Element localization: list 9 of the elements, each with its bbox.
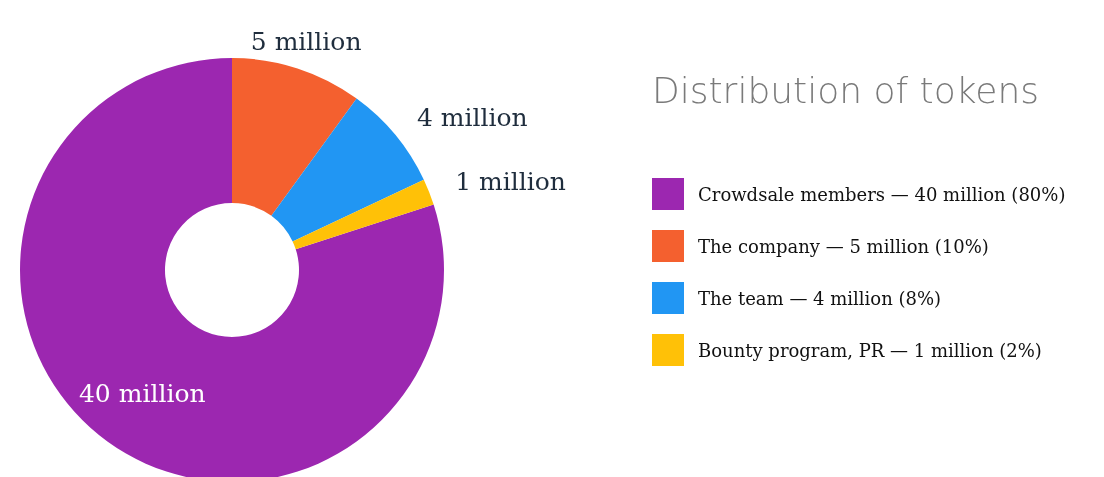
legend-label: Crowdsale members — 40 million (80%)	[698, 183, 1066, 205]
data-label: 5 million	[250, 27, 362, 57]
data-label: 40 million	[78, 378, 206, 408]
legend-label: The company — 5 million (10%)	[698, 235, 989, 257]
legend-label: The team — 4 million (8%)	[698, 287, 942, 309]
text: Distribution of tokens	[652, 70, 1040, 111]
data-label: 1 million	[455, 167, 566, 197]
legend-label: Bounty program, PR — 1 million (2%)	[698, 339, 1042, 361]
data-label: 4 million	[416, 102, 528, 132]
